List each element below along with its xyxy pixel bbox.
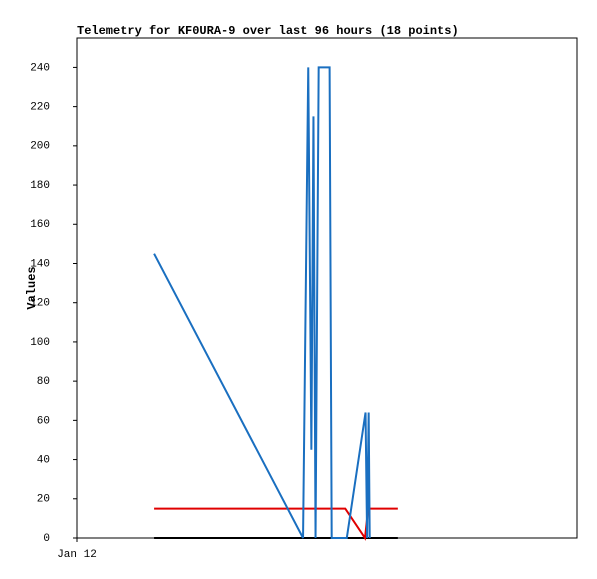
y-tick-label: 80 bbox=[37, 376, 50, 388]
y-tick-label: 140 bbox=[30, 258, 50, 270]
y-tick-label: 60 bbox=[37, 415, 50, 427]
y-tick-label: 100 bbox=[30, 337, 50, 349]
y-tick-label: 180 bbox=[30, 180, 50, 192]
y-tick-label: 160 bbox=[30, 219, 50, 231]
y-tick-label: 120 bbox=[30, 298, 50, 310]
series-line bbox=[154, 507, 398, 541]
y-tick-label: 240 bbox=[30, 62, 50, 74]
y-tick-label: 20 bbox=[37, 494, 50, 506]
y-tick-label: 200 bbox=[30, 141, 50, 153]
series-line bbox=[153, 66, 371, 539]
y-axis-label: Values bbox=[25, 266, 39, 309]
y-tick-label: 220 bbox=[30, 102, 50, 114]
y-tick-label: 40 bbox=[37, 454, 50, 466]
y-tick-label: 0 bbox=[43, 533, 50, 545]
chart-title: Telemetry for KF0URA-9 over last 96 hour… bbox=[77, 24, 459, 38]
x-tick-label: Jan 12 bbox=[57, 549, 97, 561]
